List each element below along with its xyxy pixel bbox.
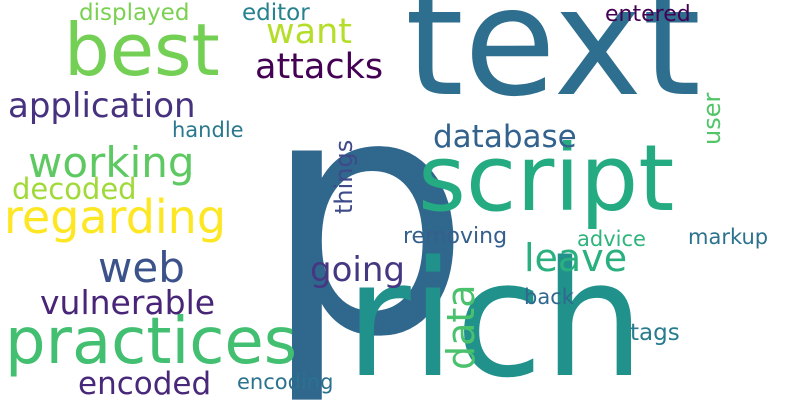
word-working: working [28, 138, 195, 187]
word-removing: removing [403, 224, 508, 249]
word-back: back [524, 285, 574, 309]
word-database: database [433, 119, 577, 155]
word-application: application [8, 86, 196, 126]
word-going: going [310, 250, 405, 290]
word-practices: practices [5, 305, 298, 379]
word-tags: tags [630, 320, 680, 346]
word-encoded: encoded [78, 366, 212, 400]
word-want: want [266, 12, 352, 52]
word-things: things [330, 139, 358, 214]
word-encoding: encoding [237, 370, 334, 394]
word-user: user [698, 92, 726, 145]
word-displayed: displayed [79, 0, 190, 26]
word-text: text [405, 0, 702, 130]
word-attacks: attacks [255, 47, 384, 87]
word-vulnerable: vulnerable [40, 283, 216, 322]
word-entered: entered [605, 2, 691, 27]
word-regarding: regarding [4, 190, 227, 244]
word-script: script [418, 125, 675, 232]
word-rich: rich [345, 226, 645, 400]
word-editor: editor [242, 0, 310, 26]
word-p: p [262, 25, 472, 400]
word-best: best [64, 8, 220, 92]
word-handle: handle [172, 118, 244, 142]
word-decoded: decoded [12, 172, 137, 206]
word-leave: leave [524, 236, 628, 280]
word-markup: markup [688, 225, 769, 249]
word-web: web [98, 243, 185, 292]
word-data: data [439, 284, 483, 370]
word-advice: advice [577, 227, 646, 251]
